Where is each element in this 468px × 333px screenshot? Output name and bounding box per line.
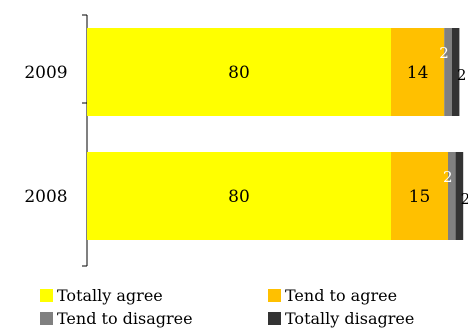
bars-group: 80142228015222 [87, 28, 468, 240]
data-label-tend-to-disagree-2009: 2 [439, 44, 449, 62]
bar-tend-to-disagree-2009 [444, 28, 452, 116]
data-label-totally-agree-2008: 80 [228, 187, 250, 207]
data-label-totally-agree-2009: 80 [228, 63, 250, 83]
data-label-tend-to-agree-2008: 15 [409, 187, 431, 207]
bar-totally-agree-2008 [87, 152, 391, 240]
bar-tend-to-disagree-2008 [448, 152, 456, 240]
bar-tend-to-agree-2008 [391, 152, 448, 240]
category-label-2008: 2008 [24, 187, 67, 207]
data-label-totally-disagree-2009: 2 [457, 66, 467, 84]
data-label-tend-to-disagree-2008: 2 [443, 168, 453, 186]
bar-totally-disagree-2008 [455, 152, 464, 240]
category-label-2009: 2009 [24, 63, 67, 83]
bar-tend-to-agree-2009 [391, 28, 445, 116]
bar-totally-agree-2009 [87, 28, 391, 116]
data-label-tend-to-agree-2009: 14 [407, 63, 429, 83]
bar-totally-disagree-2009 [451, 28, 460, 116]
data-label-totally-disagree-2008: 2 [461, 190, 468, 208]
